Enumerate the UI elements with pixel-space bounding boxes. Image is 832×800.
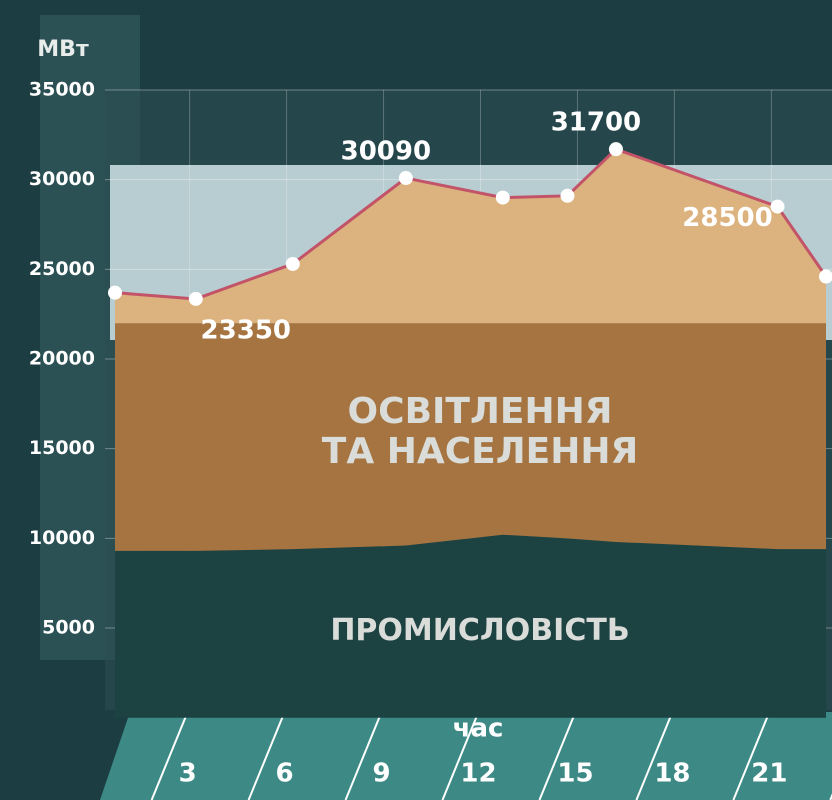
x-tick-label: 15 (557, 759, 593, 789)
data-label: 28500 (682, 203, 772, 233)
point (188, 291, 203, 306)
floor-line (150, 711, 189, 800)
floor-line (635, 711, 674, 800)
floor-line (732, 711, 771, 800)
data-label: 31700 (551, 108, 641, 138)
x-tick-label: 12 (460, 759, 496, 789)
x-tick-label: 21 (751, 759, 787, 789)
point (560, 188, 575, 203)
x-axis-label: час (453, 714, 504, 744)
load-area (115, 149, 826, 324)
x-tick-label: 9 (372, 759, 390, 789)
y-tick-label: 35000 (29, 79, 95, 101)
y-tick-label: 20000 (29, 348, 95, 370)
data-label: 23350 (201, 315, 291, 345)
floor-line (441, 711, 480, 800)
point (398, 171, 413, 186)
floor (100, 712, 832, 800)
area-label: ОСВІТЛЕННЯ ТА НАСЕЛЕННЯ (321, 391, 639, 472)
floor-line (247, 711, 286, 800)
y-tick-label: 10000 (29, 527, 95, 549)
floor-line (344, 711, 383, 800)
area-label: ПРОМИСЛОВІСТЬ (330, 612, 630, 648)
y-tick-label: 15000 (29, 437, 95, 459)
x-tick-label: 18 (654, 759, 690, 789)
point (819, 269, 832, 284)
x-tick-label: 6 (276, 759, 294, 789)
data-label: 30090 (341, 137, 431, 167)
stacked-area (115, 323, 826, 551)
y-tick-label: 5000 (42, 617, 95, 639)
y-axis-label: МВт (37, 37, 89, 62)
point (285, 256, 300, 271)
point (770, 199, 785, 214)
floor-line (538, 711, 577, 800)
point (108, 285, 122, 300)
y-tick-label: 25000 (29, 258, 95, 280)
point (608, 142, 623, 157)
point (495, 190, 510, 205)
stacked-area (115, 534, 826, 718)
y-tick-label: 30000 (29, 168, 95, 190)
x-tick-label: 3 (179, 759, 197, 789)
